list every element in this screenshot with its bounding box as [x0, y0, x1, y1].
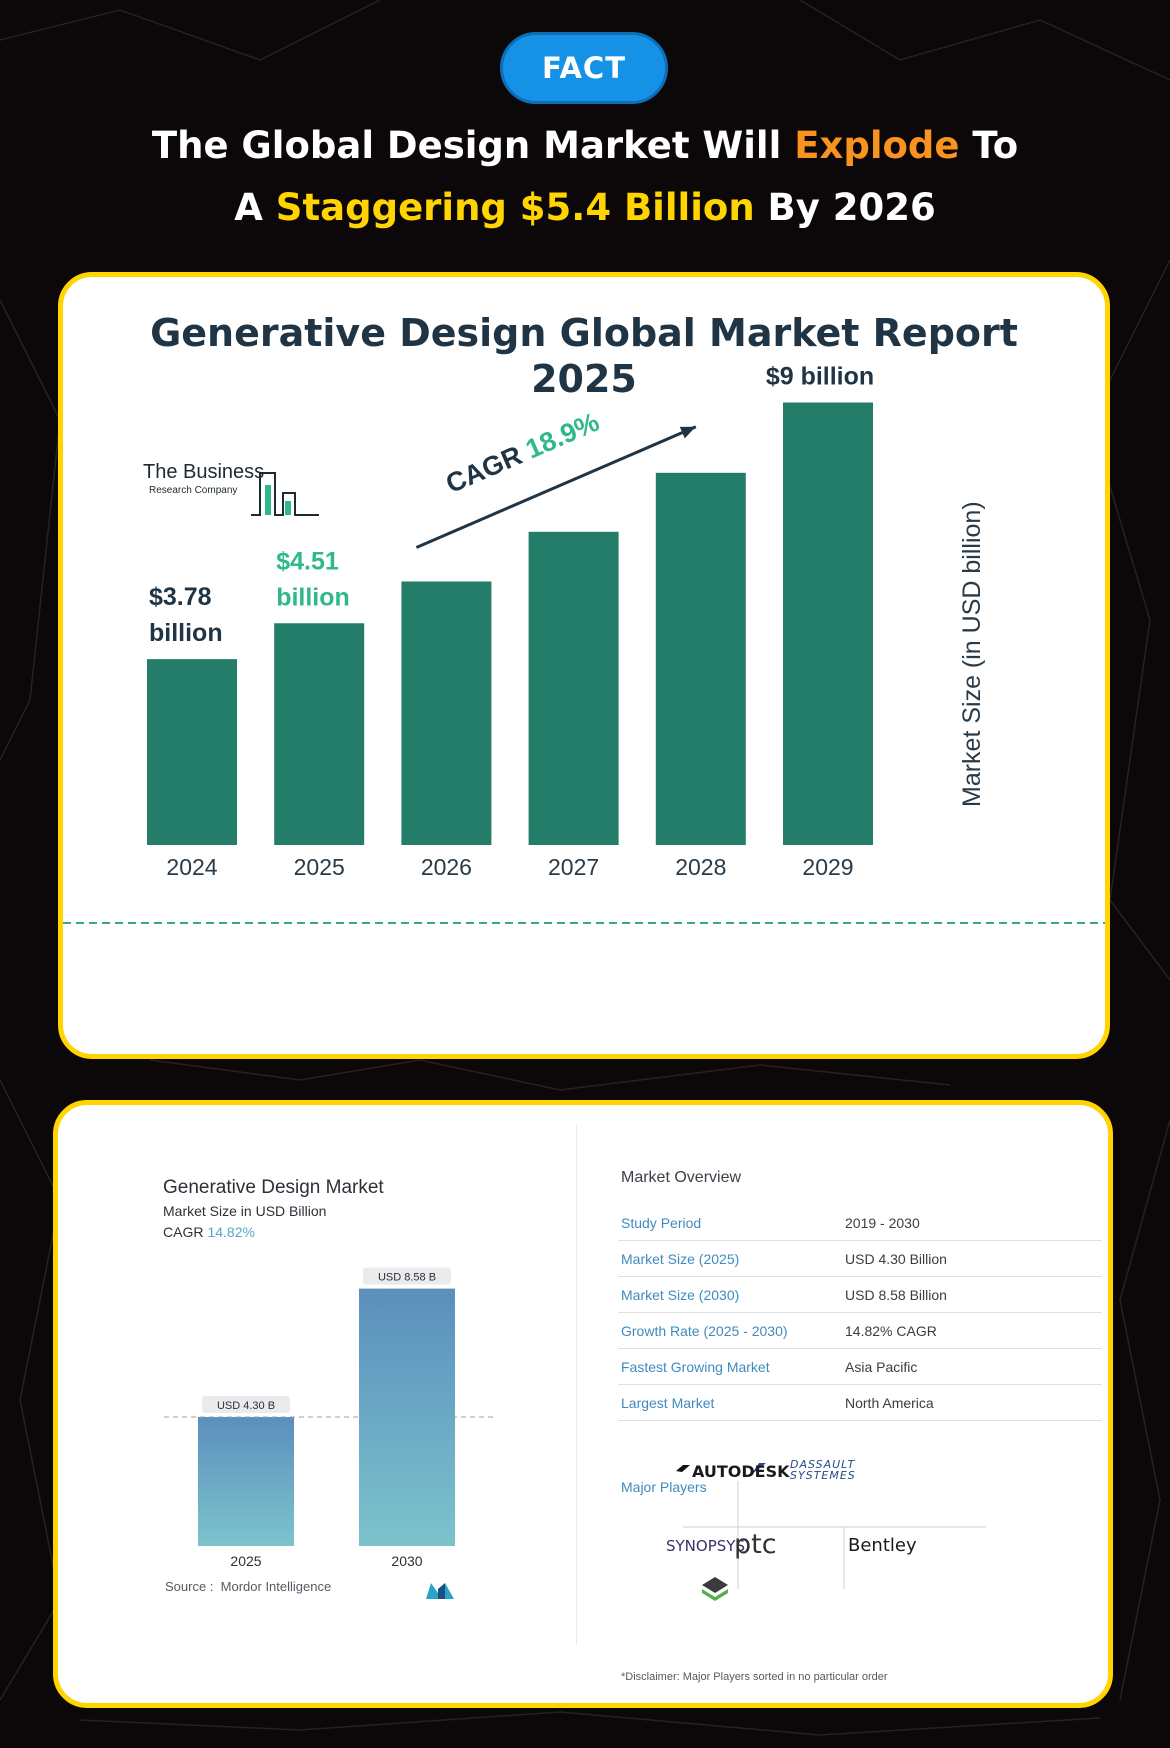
bar-2029 [783, 402, 873, 845]
row-value: USD 4.30 Billion [845, 1250, 947, 1267]
x-tick-label: 2026 [421, 854, 472, 880]
synopsys-logo: SYNOPSYS [666, 1537, 745, 1555]
row-key: Market Size (2025) [621, 1250, 740, 1267]
major-players-title: Major Players [621, 1479, 707, 1495]
panel-divider [576, 1125, 577, 1645]
ptc-logo: ptc [734, 1529, 777, 1560]
x-tick-label: 2028 [675, 854, 726, 880]
mordor-chart-title: Generative Design Market [163, 1177, 384, 1198]
x-tick-label: 2030 [391, 1553, 422, 1569]
data-label-2025: $4.51 [276, 547, 339, 575]
row-value: USD 8.58 Billion [845, 1286, 947, 1303]
x-tick-label: 2024 [166, 854, 217, 880]
logo-name: The Business [143, 461, 265, 483]
headline-line-1: The Global Design Market Will Explode To [0, 124, 1170, 167]
table-row: Market Size (2025) USD 4.30 Billion [618, 1241, 1102, 1277]
data-label-2030: USD 8.58 B [378, 1272, 436, 1284]
market-report-chart: 2024 2025 2026 2027 2028 2029 $3.78 billion $4.5… [63, 363, 1105, 924]
cagr-annotation: CAGR 18.9% [442, 407, 604, 499]
row-key: Largest Market [621, 1394, 715, 1411]
headline-text: The Global Design Market Will [151, 124, 795, 167]
mordor-chart-subtitle: Market Size in USD Billion [163, 1203, 327, 1219]
bar-2025 [198, 1417, 294, 1546]
data-label-2029: $9 billion [766, 363, 874, 391]
logo-bars-icon [251, 472, 319, 516]
x-tick-label: 2027 [548, 854, 599, 880]
bar-2027 [528, 531, 619, 845]
major-players-grid [676, 1463, 986, 1601]
headline-text: A [234, 186, 276, 229]
market-overview-table: Study Period 2019 - 2030 Market Size (202… [618, 1205, 1102, 1421]
data-label-bg [202, 1396, 290, 1413]
bar-2024 [147, 659, 237, 845]
chart-source: Source : Mordor Intelligence [165, 1579, 331, 1594]
data-label-2024: billion [149, 619, 223, 647]
bar-2025 [274, 623, 365, 845]
logo-subtitle: Research Company [149, 485, 238, 496]
cagr-arrowhead [679, 426, 696, 439]
headline-text: To [959, 124, 1019, 167]
data-label-bg [363, 1267, 451, 1285]
row-key: Growth Rate (2025 - 2030) [621, 1322, 788, 1339]
bentley-logo: Bentley [848, 1535, 917, 1556]
headline-highlight-amount: Staggering $5.4 Billion [275, 186, 755, 229]
disclaimer-text: *Disclaimer: Major Players sorted in no … [621, 1671, 888, 1683]
mordor-chart-panel: Generative Design Market Market Size in … [58, 1105, 578, 1703]
market-report-card: Generative Design Global Market Report 2… [58, 272, 1110, 1059]
source-name: Mordor Intelligence [220, 1579, 332, 1594]
row-value: 2019 - 2030 [845, 1214, 920, 1231]
table-row: Study Period 2019 - 2030 [618, 1205, 1102, 1241]
cagr-value: 14.82% [207, 1224, 255, 1240]
row-key: Market Size (2030) [621, 1286, 740, 1303]
cagr-label: CAGR [163, 1224, 204, 1240]
autodesk-logo: AUTODESK [692, 1462, 790, 1481]
row-value: North America [845, 1394, 934, 1411]
table-row: Fastest Growing Market Asia Pacific [618, 1349, 1102, 1385]
chart-title-line-2: 2025 [531, 357, 637, 401]
bar-2030 [359, 1288, 455, 1546]
chart-title-line-1: Generative Design Global Market Report [150, 311, 1018, 355]
row-key: Study Period [621, 1214, 702, 1231]
table-row: Market Size (2030) USD 8.58 Billion [618, 1277, 1102, 1313]
x-tick-label: 2029 [802, 854, 853, 880]
market-overview-card: Generative Design Market Market Size in … [53, 1100, 1113, 1708]
row-key: Fastest Growing Market [621, 1358, 770, 1375]
headline-text: By 2026 [754, 186, 936, 229]
row-value: Asia Pacific [845, 1358, 918, 1375]
bar-2026 [401, 581, 492, 845]
row-value: 14.82% CAGR [845, 1322, 937, 1339]
headline-line-2: A Staggering $5.4 Billion By 2026 [0, 186, 1170, 229]
fact-badge: FACT [500, 32, 668, 104]
x-tick-label: 2025 [294, 854, 345, 880]
mordor-bar-chart: USD 4.30 B 2025 USD 8.58 B 2030 [164, 1267, 496, 1569]
headline-highlight-explode: Explode [794, 124, 960, 167]
data-label-2025: USD 4.30 B [217, 1400, 275, 1412]
market-overview-title: Market Overview [621, 1169, 742, 1186]
dassault-systemes-logo: DASSAULT SYSTEMES [790, 1458, 856, 1482]
x-tick-label: 2025 [230, 1553, 261, 1569]
data-label-2024: $3.78 [149, 583, 212, 611]
mordor-chart-cagr: CAGR 14.82% [163, 1224, 255, 1240]
business-research-company-logo: The Business Research Company [143, 453, 363, 523]
bar-2028 [655, 472, 746, 845]
data-label-2025: billion [276, 583, 350, 611]
mordor-logo-icon [426, 1583, 454, 1599]
y-axis-label: Market Size (in USD billion) [958, 501, 986, 807]
source-label: Source : [165, 1579, 214, 1594]
table-row: Largest Market North America [618, 1385, 1102, 1421]
cagr-arrow [415, 425, 697, 549]
table-row: Growth Rate (2025 - 2030) 14.82% CAGR [618, 1313, 1102, 1349]
